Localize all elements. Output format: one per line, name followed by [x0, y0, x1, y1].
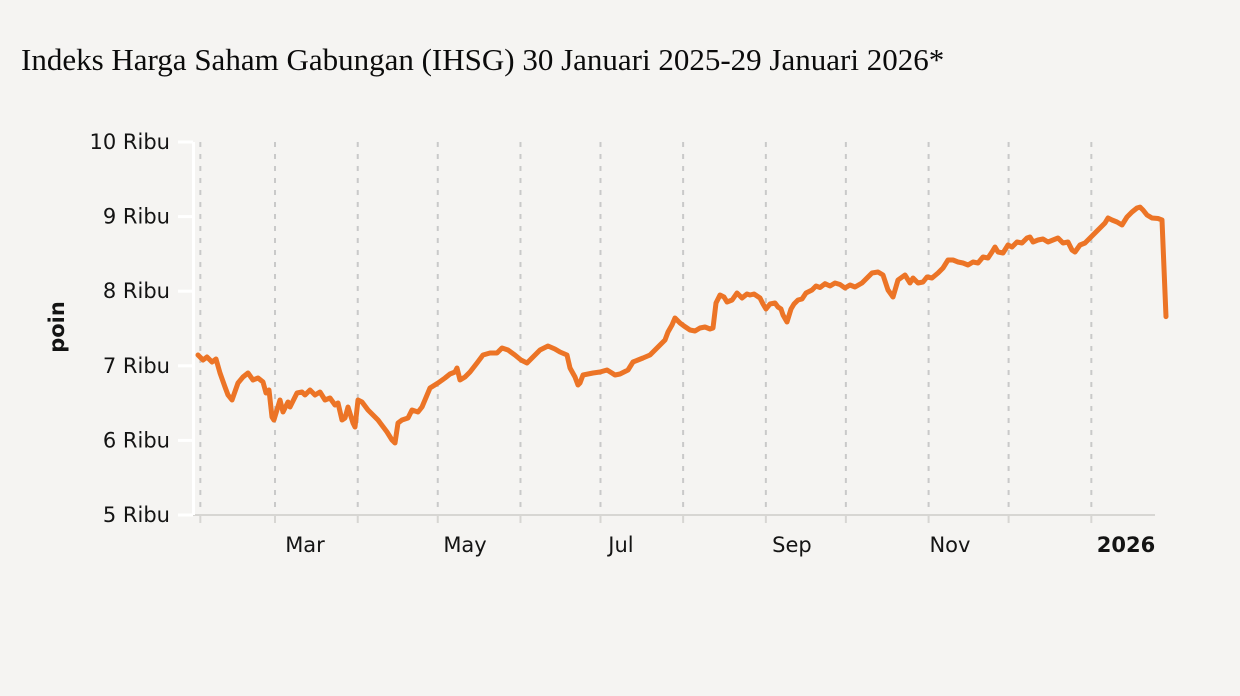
x-tick-label: Sep	[772, 533, 812, 557]
x-tick-label: Mar	[285, 533, 325, 557]
x-tick-label: 2026	[1097, 533, 1155, 557]
y-tick-label: 10 Ribu	[90, 130, 170, 154]
x-tick-label: Jul	[606, 533, 633, 557]
x-tick-label: May	[443, 533, 486, 557]
y-tick-label: 8 Ribu	[103, 279, 170, 303]
y-tick-label: 9 Ribu	[103, 205, 170, 229]
y-tick-label: 7 Ribu	[103, 354, 170, 378]
chart-title: Indeks Harga Saham Gabungan (IHSG) 30 Ja…	[21, 42, 945, 77]
x-tick-label: Nov	[929, 533, 970, 557]
y-tick-label: 5 Ribu	[103, 503, 170, 527]
y-tick-label: 6 Ribu	[103, 428, 170, 452]
ihsg-series-line	[195, 204, 1169, 446]
